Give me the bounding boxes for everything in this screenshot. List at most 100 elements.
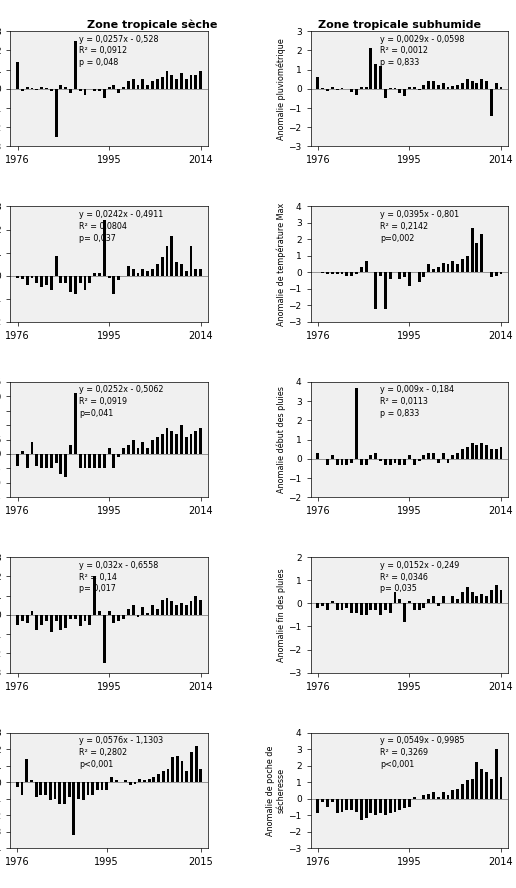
Bar bbox=[341, 604, 344, 610]
Bar bbox=[461, 449, 464, 459]
Bar bbox=[423, 604, 425, 608]
Bar bbox=[151, 269, 154, 275]
Bar bbox=[485, 81, 488, 89]
Bar bbox=[379, 798, 382, 813]
Text: y = 0,0242x - 0,4911
R² = 0,0804
p= 0,037: y = 0,0242x - 0,4911 R² = 0,0804 p= 0,03… bbox=[79, 210, 164, 242]
Bar bbox=[64, 87, 67, 89]
Bar bbox=[96, 782, 99, 790]
Bar bbox=[442, 597, 445, 604]
Bar bbox=[84, 275, 87, 289]
Bar bbox=[461, 784, 464, 798]
Bar bbox=[466, 256, 469, 273]
Bar bbox=[98, 611, 101, 615]
Bar bbox=[413, 87, 416, 89]
Bar bbox=[137, 615, 139, 617]
Bar bbox=[143, 781, 146, 782]
Bar bbox=[21, 275, 24, 279]
Bar bbox=[58, 782, 61, 804]
Bar bbox=[26, 87, 28, 89]
Bar bbox=[122, 87, 125, 89]
Bar bbox=[326, 273, 329, 274]
Bar bbox=[160, 599, 164, 615]
Bar bbox=[146, 271, 149, 275]
Bar bbox=[108, 87, 110, 89]
Bar bbox=[69, 615, 72, 619]
Bar bbox=[16, 62, 19, 89]
Bar bbox=[30, 88, 34, 89]
Bar bbox=[379, 273, 382, 275]
Bar bbox=[442, 83, 445, 89]
Bar bbox=[199, 71, 202, 89]
Text: y = 0,0152x - 0,249
R² = 0,0346
p= 0,035: y = 0,0152x - 0,249 R² = 0,0346 p= 0,035 bbox=[380, 560, 459, 593]
Bar bbox=[146, 85, 149, 89]
Bar bbox=[40, 87, 43, 89]
Bar bbox=[181, 761, 184, 782]
Bar bbox=[199, 599, 202, 615]
Bar bbox=[21, 89, 24, 91]
Bar bbox=[495, 273, 497, 275]
Bar bbox=[171, 757, 174, 782]
Bar bbox=[345, 798, 348, 810]
Bar bbox=[495, 749, 497, 798]
Bar bbox=[87, 782, 89, 796]
Bar bbox=[166, 428, 168, 454]
Bar bbox=[456, 85, 459, 89]
Bar bbox=[331, 601, 334, 604]
Bar bbox=[341, 459, 344, 464]
Bar bbox=[190, 752, 193, 782]
Bar bbox=[456, 599, 459, 604]
Bar bbox=[16, 275, 19, 278]
Bar bbox=[369, 798, 373, 813]
Bar bbox=[137, 85, 139, 89]
Bar bbox=[398, 459, 401, 464]
Bar bbox=[471, 81, 474, 89]
Y-axis label: Anomalie de température Max: Anomalie de température Max bbox=[276, 202, 286, 326]
Bar bbox=[88, 454, 91, 468]
Bar bbox=[21, 615, 24, 621]
Bar bbox=[499, 590, 503, 604]
Bar bbox=[50, 89, 53, 91]
Bar bbox=[93, 576, 96, 615]
Bar bbox=[49, 782, 52, 800]
Bar bbox=[495, 585, 497, 604]
Text: Zone tropicale subhumide: Zone tropicale subhumide bbox=[318, 20, 481, 29]
Bar bbox=[16, 615, 19, 624]
Bar bbox=[151, 81, 154, 89]
Bar bbox=[26, 454, 28, 468]
Bar bbox=[432, 269, 435, 273]
Bar bbox=[137, 448, 139, 454]
Bar bbox=[160, 77, 164, 89]
Bar bbox=[331, 798, 334, 802]
Bar bbox=[384, 89, 387, 99]
Bar bbox=[398, 599, 401, 604]
Bar bbox=[417, 89, 421, 90]
Bar bbox=[456, 453, 459, 459]
Bar bbox=[35, 782, 38, 797]
Bar bbox=[141, 607, 144, 615]
Bar bbox=[127, 445, 130, 454]
Bar bbox=[122, 615, 125, 619]
Bar bbox=[166, 71, 168, 89]
Bar bbox=[156, 609, 159, 615]
Bar bbox=[127, 266, 130, 275]
Bar bbox=[437, 267, 440, 273]
Bar bbox=[36, 615, 38, 630]
Bar bbox=[442, 263, 445, 273]
Bar bbox=[45, 454, 48, 468]
Bar bbox=[124, 781, 127, 782]
Bar bbox=[336, 89, 338, 90]
Bar bbox=[326, 459, 329, 464]
Bar bbox=[200, 769, 202, 782]
Bar bbox=[471, 228, 474, 273]
Bar bbox=[475, 597, 478, 604]
Bar bbox=[408, 798, 411, 807]
Bar bbox=[148, 779, 151, 782]
Bar bbox=[170, 601, 173, 615]
Bar bbox=[413, 797, 416, 798]
Bar bbox=[417, 273, 421, 282]
Bar bbox=[461, 592, 464, 604]
Bar bbox=[127, 81, 130, 89]
Bar bbox=[40, 782, 42, 796]
Bar bbox=[461, 83, 464, 89]
Bar bbox=[72, 782, 75, 835]
